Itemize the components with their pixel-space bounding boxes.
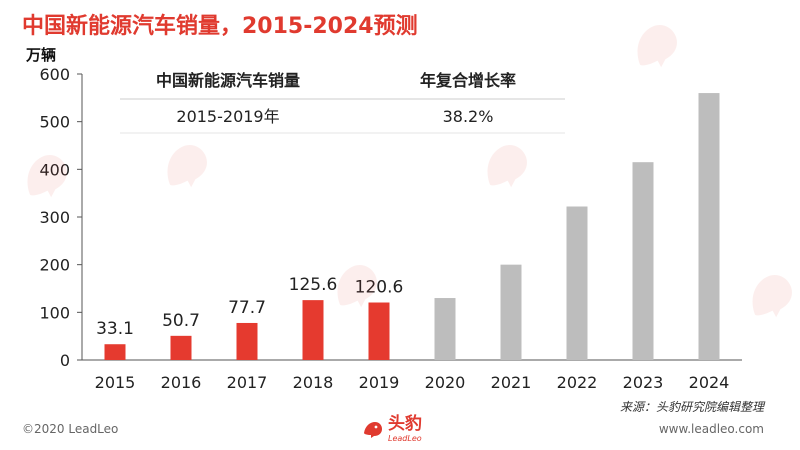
x-tick-label: 2020 (425, 373, 466, 392)
info-table-cell: 38.2% (443, 107, 494, 126)
x-tick-label: 2019 (359, 373, 400, 392)
data-label: 50.7 (162, 311, 200, 331)
leadleo-logo: 头豹 LeadLeo (362, 414, 422, 443)
y-tick-label: 300 (39, 208, 70, 227)
x-tick-label: 2021 (491, 373, 532, 392)
website-link[interactable]: www.leadleo.com (658, 422, 764, 436)
x-tick-label: 2018 (293, 373, 334, 392)
y-axis-unit-label: 万辆 (26, 46, 57, 64)
bar-2024 (698, 93, 720, 361)
x-tick-label: 2016 (161, 373, 202, 392)
info-table-cell: 2015-2019年 (176, 107, 279, 126)
logo-text: 头豹 (388, 414, 422, 434)
data-label: 33.1 (96, 319, 134, 339)
bar-2021 (500, 264, 522, 360)
bar-2019 (368, 302, 390, 360)
logo-subtext: LeadLeo (388, 434, 422, 443)
bar-2016 (170, 335, 192, 360)
x-tick-label: 2023 (623, 373, 664, 392)
copyright-text: ©2020 LeadLeo (22, 422, 119, 436)
y-tick-label: 0 (60, 351, 70, 370)
y-tick-label: 500 (39, 113, 70, 132)
x-tick-label: 2024 (689, 373, 730, 392)
leopard-logo-icon (364, 421, 382, 438)
bar-2018 (302, 300, 324, 360)
bar-2017 (236, 322, 258, 360)
data-label: 120.6 (355, 278, 404, 298)
info-table-header: 年复合增长率 (420, 71, 516, 90)
chart-title: 中国新能源汽车销量，2015-2024预测 (22, 14, 418, 39)
bar-2022 (566, 206, 588, 360)
x-tick-label: 2017 (227, 373, 268, 392)
y-tick-label: 200 (39, 256, 70, 275)
x-tick-label: 2015 (95, 373, 136, 392)
bar-2023 (632, 162, 654, 360)
data-label: 125.6 (289, 275, 338, 295)
y-tick-label: 100 (39, 303, 70, 322)
bar-2015 (104, 344, 126, 360)
data-label: 77.7 (228, 298, 266, 318)
bar-2020 (434, 298, 456, 360)
x-tick-label: 2022 (557, 373, 598, 392)
source-note: 来源：头豹研究院编辑整理 (619, 400, 764, 414)
y-tick-label: 400 (39, 160, 70, 179)
info-table-header: 中国新能源汽车销量 (156, 71, 300, 90)
y-tick-label: 600 (39, 65, 70, 84)
